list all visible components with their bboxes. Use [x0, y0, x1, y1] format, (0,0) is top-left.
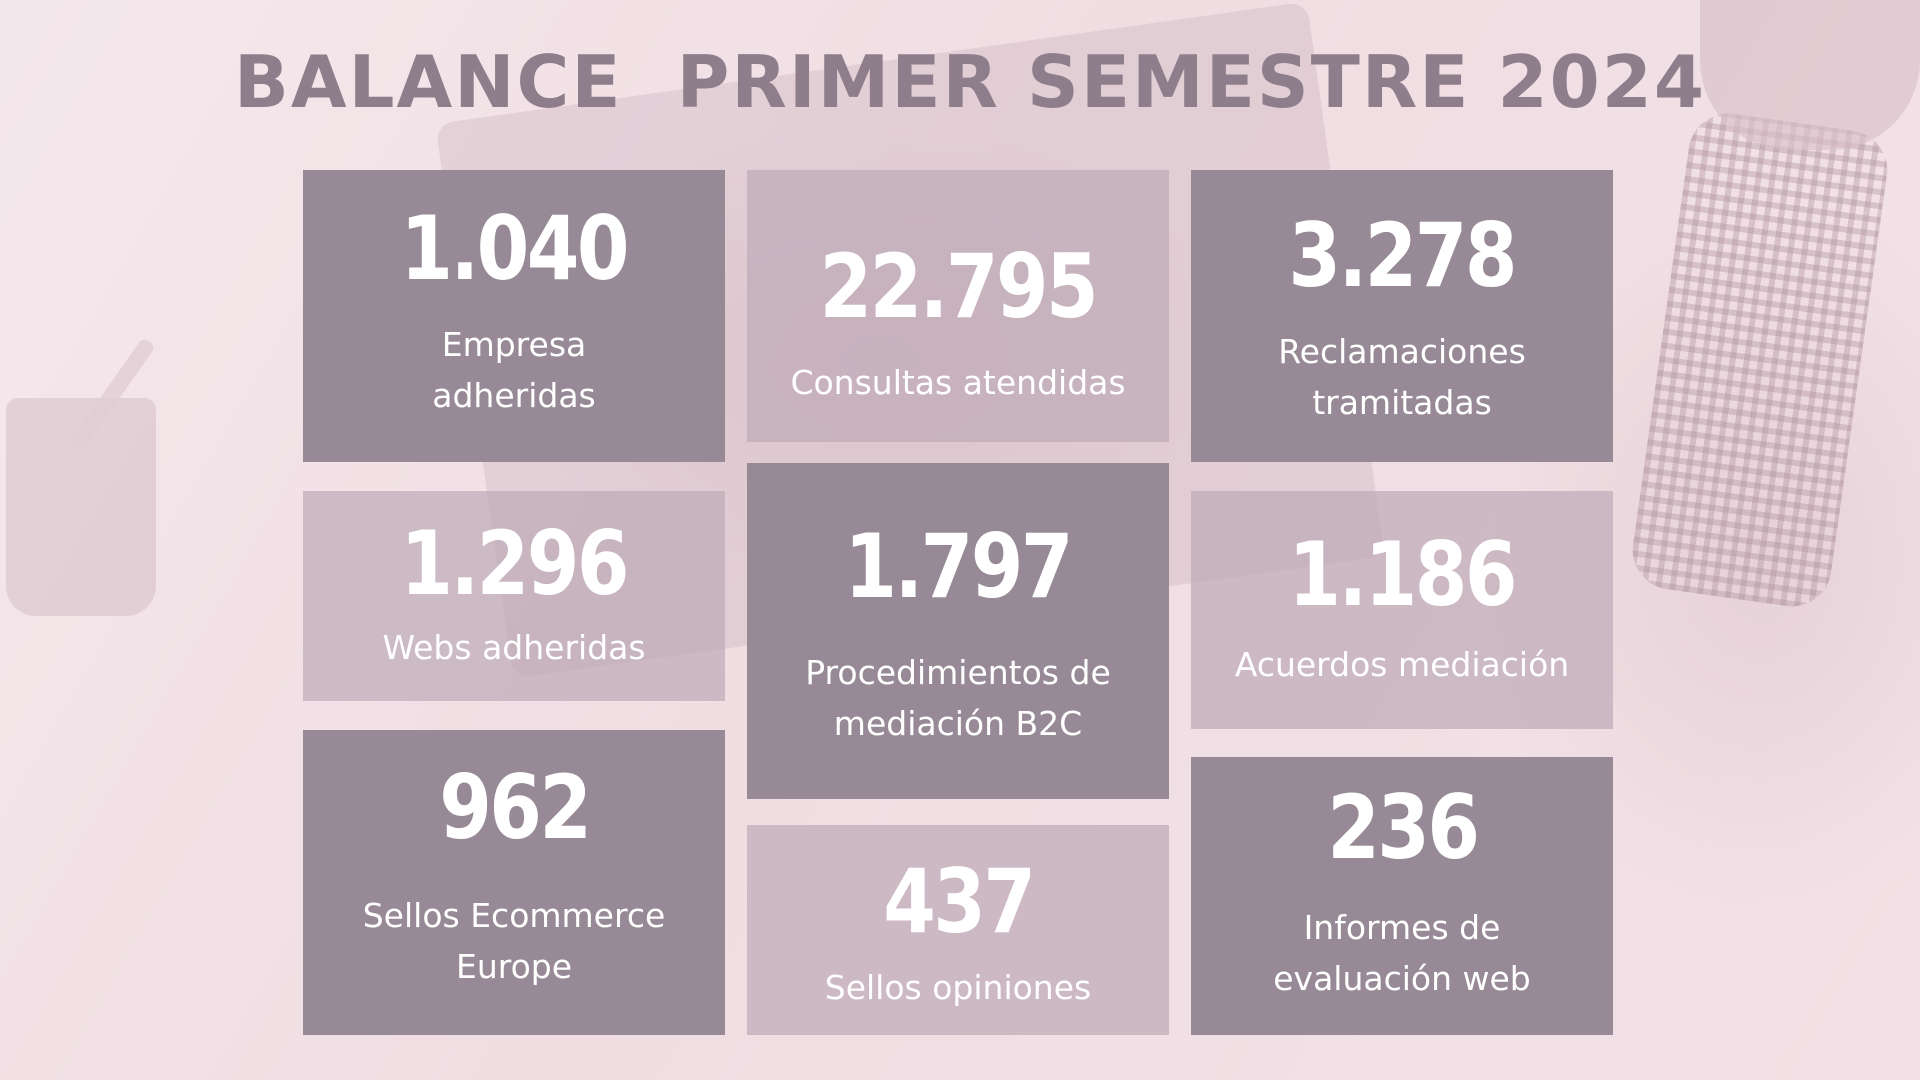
stat-value: 1.797: [844, 515, 1074, 618]
stat-value: 1.186: [1288, 522, 1518, 626]
hand-shape: [1700, 0, 1920, 150]
stat-card-reclamaciones-tramitadas: 3.278 Reclamaciones tramitadas: [1191, 170, 1613, 462]
page-title: BALANCE PRIMER SEMESTRE 2024: [234, 40, 1706, 124]
stat-value: 22.795: [819, 234, 1099, 338]
stat-card-informes-evaluacion-web: 236 Informes de evaluación web: [1191, 757, 1613, 1035]
stat-label: Acuerdos mediación: [1234, 644, 1570, 684]
stat-card-sellos-ecommerce-europe: 962 Sellos Ecommerce Europe: [303, 730, 725, 1035]
stat-value: 962: [438, 755, 592, 859]
stat-card-consultas-atendidas: 22.795 Consultas atendidas: [747, 170, 1169, 442]
stat-label: Procedimientos de mediación B2C: [805, 653, 1111, 743]
stat-card-procedimientos-mediacion: 1.797 Procedimientos de mediación B2C: [747, 463, 1169, 799]
stat-value: 3.278: [1288, 204, 1518, 307]
stat-label: Consultas atendidas: [790, 362, 1126, 402]
stat-card-acuerdos-mediacion: 1.186 Acuerdos mediación: [1191, 491, 1613, 729]
stat-value: 1.296: [400, 511, 630, 615]
stat-card-webs-adheridas: 1.296 Webs adheridas: [303, 491, 725, 701]
stat-value: 236: [1326, 776, 1480, 879]
stat-label: Reclamaciones tramitadas: [1278, 332, 1526, 422]
stat-value: 437: [882, 849, 1036, 953]
stat-label: Informes de evaluación web: [1273, 908, 1531, 998]
stat-label: Webs adheridas: [382, 627, 646, 667]
stat-label: Sellos Ecommerce Europe: [362, 895, 666, 986]
stat-label: Sellos opiniones: [824, 967, 1092, 1007]
stat-label: Empresa adheridas: [432, 325, 596, 415]
stat-card-sellos-opiniones: 437 Sellos opiniones: [747, 825, 1169, 1035]
stat-card-empresas-adheridas: 1.040 Empresa adheridas: [303, 170, 725, 462]
stat-value: 1.040: [400, 197, 630, 300]
